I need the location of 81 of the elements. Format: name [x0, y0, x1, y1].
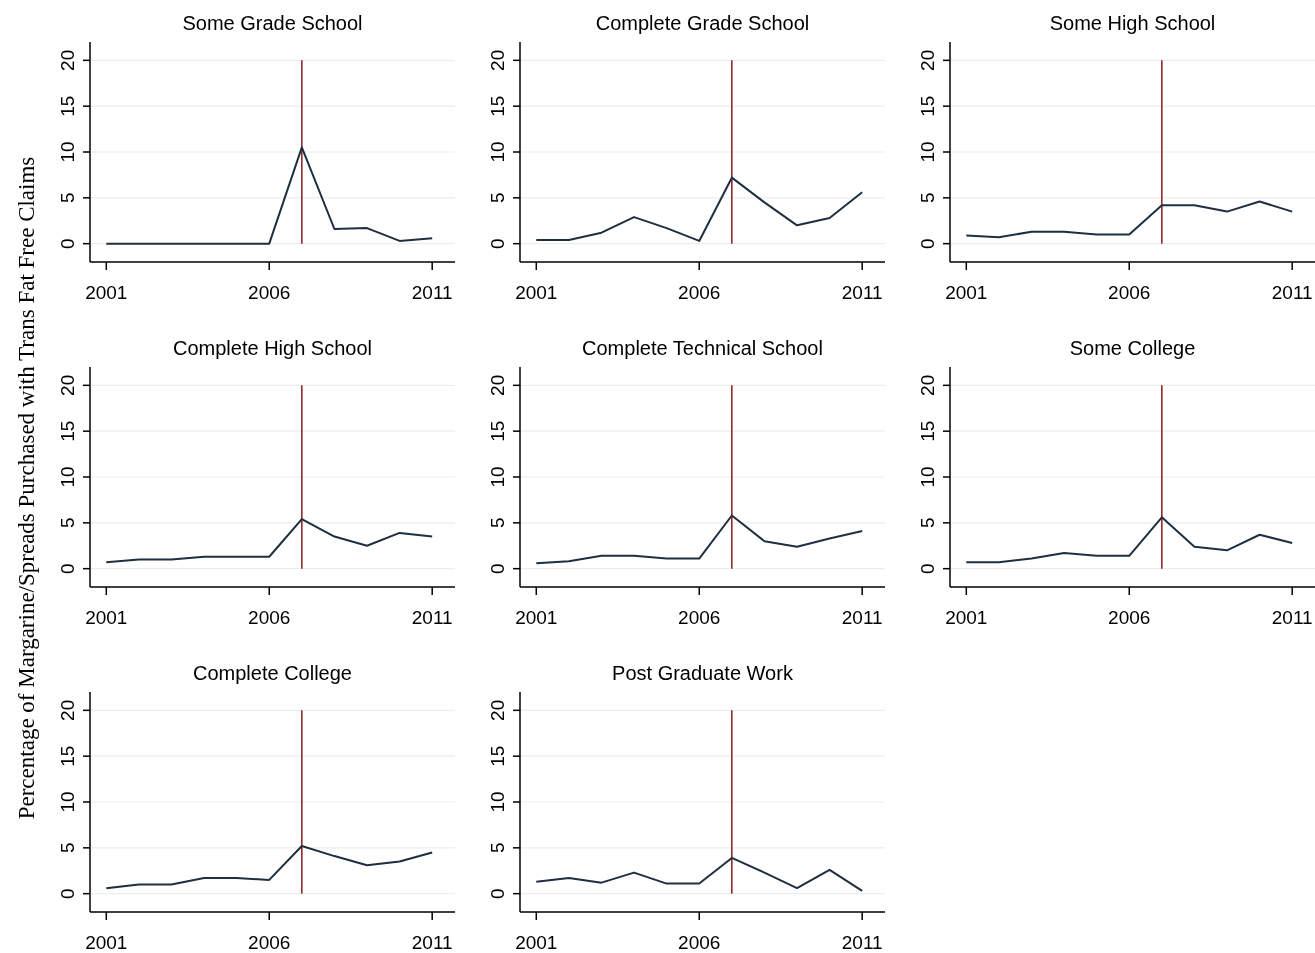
chart-title: Complete Grade School: [595, 12, 810, 34]
y-tick-label: 15: [57, 95, 78, 117]
chart-title: Complete Technical School: [582, 337, 823, 359]
x-tick-label: 2006: [1108, 607, 1151, 628]
x-tick-label: 2006: [1108, 282, 1151, 303]
y-tick-label: 10: [57, 466, 78, 488]
x-tick-label: 2001: [515, 932, 558, 953]
x-tick-label: 2011: [1271, 607, 1313, 628]
y-axis-title: Percentage of Margarine/Spreads Purchased with Trans Fat Free Claims: [14, 156, 39, 820]
y-tick-label: 10: [487, 141, 508, 163]
x-tick-label: 2006: [678, 932, 721, 953]
x-tick-label: 2011: [411, 282, 453, 303]
y-tick-label: 10: [487, 466, 508, 488]
x-tick-label: 2006: [248, 282, 291, 303]
chart-title: Post Graduate Work: [612, 662, 794, 684]
y-tick-label: 10: [57, 791, 78, 813]
y-tick-label: 5: [487, 192, 508, 204]
line-series: [105, 518, 434, 564]
y-tick-label: 15: [487, 95, 508, 117]
y-tick-label: 0: [487, 888, 508, 899]
y-tick-label: 0: [917, 563, 938, 574]
y-tick-label: 5: [917, 517, 938, 529]
x-tick-label: 2006: [678, 282, 721, 303]
y-tick-label: 20: [917, 49, 938, 71]
y-tick-label: 5: [487, 842, 508, 854]
y-tick-label: 0: [57, 888, 78, 899]
line-series: [535, 176, 864, 242]
x-tick-label: 2001: [515, 282, 558, 303]
line-series: [965, 516, 1294, 564]
x-tick-label: 2006: [248, 932, 291, 953]
x-tick-label: 2011: [841, 282, 883, 303]
y-tick-label: 5: [917, 192, 938, 204]
y-tick-label: 15: [917, 95, 938, 117]
chart-title: Complete College: [193, 662, 352, 684]
y-tick-label: 0: [917, 238, 938, 249]
x-tick-label: 2001: [85, 932, 128, 953]
y-tick-label: 10: [917, 141, 938, 163]
x-tick-label: 2006: [678, 607, 721, 628]
x-tick-label: 2001: [515, 607, 558, 628]
x-tick-label: 2011: [411, 932, 453, 953]
y-tick-label: 10: [57, 141, 78, 163]
y-tick-label: 0: [57, 238, 78, 249]
y-tick-label: 0: [57, 563, 78, 574]
chart-title: Some High School: [1049, 12, 1216, 34]
y-tick-label: 20: [487, 49, 508, 71]
chart-title: Some College: [1069, 337, 1196, 359]
y-tick-label: 15: [917, 420, 938, 442]
y-tick-label: 5: [487, 517, 508, 529]
x-tick-label: 2001: [945, 282, 988, 303]
x-tick-label: 2011: [411, 607, 453, 628]
y-tick-label: 5: [57, 842, 78, 854]
chart-title: Some Grade School: [182, 12, 363, 34]
line-series: [965, 200, 1294, 239]
x-tick-label: 2011: [841, 932, 883, 953]
y-tick-label: 0: [487, 563, 508, 574]
x-tick-label: 2011: [1271, 282, 1313, 303]
x-tick-label: 2001: [85, 607, 128, 628]
line-series: [535, 514, 864, 565]
y-tick-label: 10: [487, 791, 508, 813]
y-tick-label: 5: [57, 517, 78, 529]
line-series: [535, 856, 864, 892]
y-tick-label: 15: [487, 745, 508, 767]
line-series: [105, 845, 434, 890]
y-tick-label: 15: [57, 745, 78, 767]
x-tick-label: 2001: [945, 607, 988, 628]
y-tick-label: 0: [487, 238, 508, 249]
y-tick-label: 20: [917, 374, 938, 396]
y-tick-label: 15: [57, 420, 78, 442]
y-tick-label: 10: [917, 466, 938, 488]
x-tick-label: 2001: [85, 282, 128, 303]
y-tick-label: 20: [57, 699, 78, 721]
y-tick-label: 20: [57, 49, 78, 71]
y-tick-label: 20: [487, 699, 508, 721]
x-tick-label: 2006: [248, 607, 291, 628]
y-tick-label: 20: [57, 374, 78, 396]
chart-title: Complete High School: [173, 337, 372, 359]
line-series: [105, 146, 434, 245]
y-tick-label: 5: [57, 192, 78, 204]
y-tick-label: 20: [487, 374, 508, 396]
x-tick-label: 2011: [841, 607, 883, 628]
y-tick-label: 15: [487, 420, 508, 442]
